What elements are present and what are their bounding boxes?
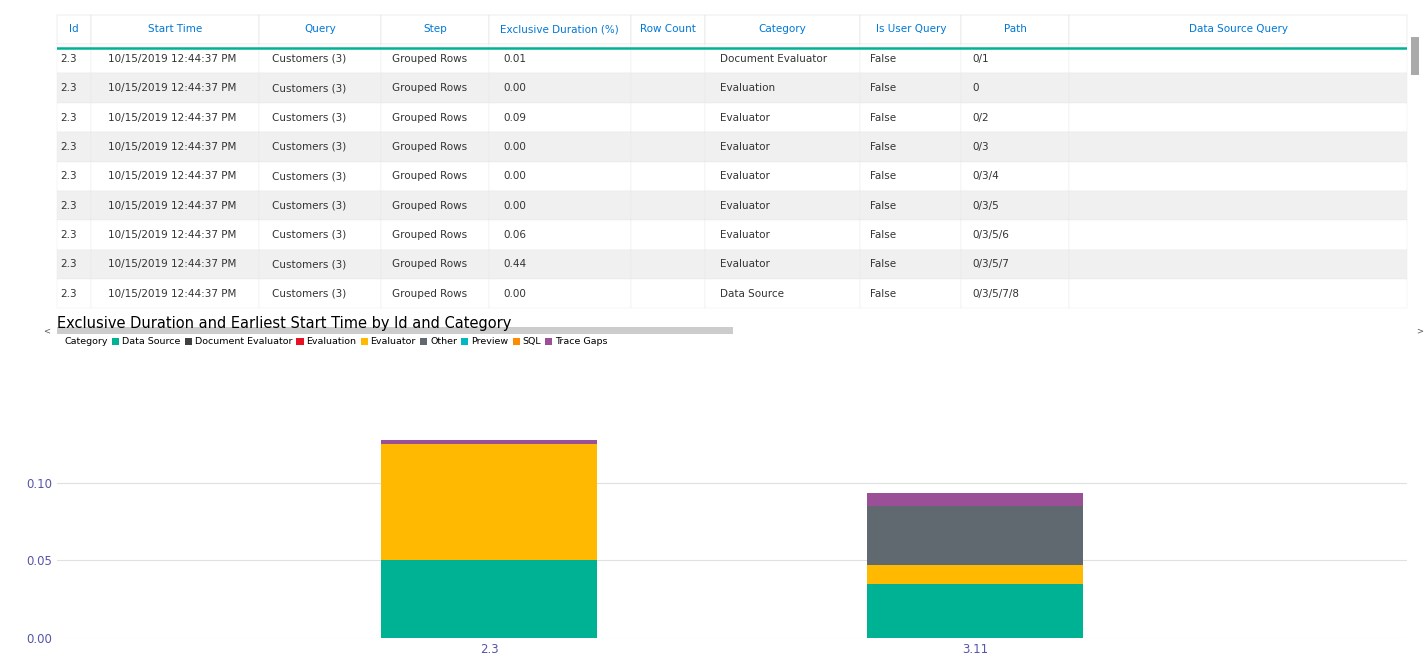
Bar — [867, 584, 1082, 638]
Bar — [382, 560, 597, 638]
Bar — [382, 444, 597, 560]
Text: Exclusive Duration and Earliest Start Time by Id and Category: Exclusive Duration and Earliest Start Ti… — [57, 316, 511, 331]
Text: <: < — [43, 326, 50, 335]
Bar — [867, 565, 1082, 584]
Bar — [1411, 36, 1418, 75]
Legend: Category, Data Source, Document Evaluator, Evaluation, Evaluator, Other, Preview: Category, Data Source, Document Evaluato… — [54, 337, 608, 346]
Text: >: > — [1417, 326, 1424, 335]
Bar — [867, 506, 1082, 565]
Bar — [867, 493, 1082, 506]
Bar — [57, 327, 733, 334]
Bar — [382, 440, 597, 444]
